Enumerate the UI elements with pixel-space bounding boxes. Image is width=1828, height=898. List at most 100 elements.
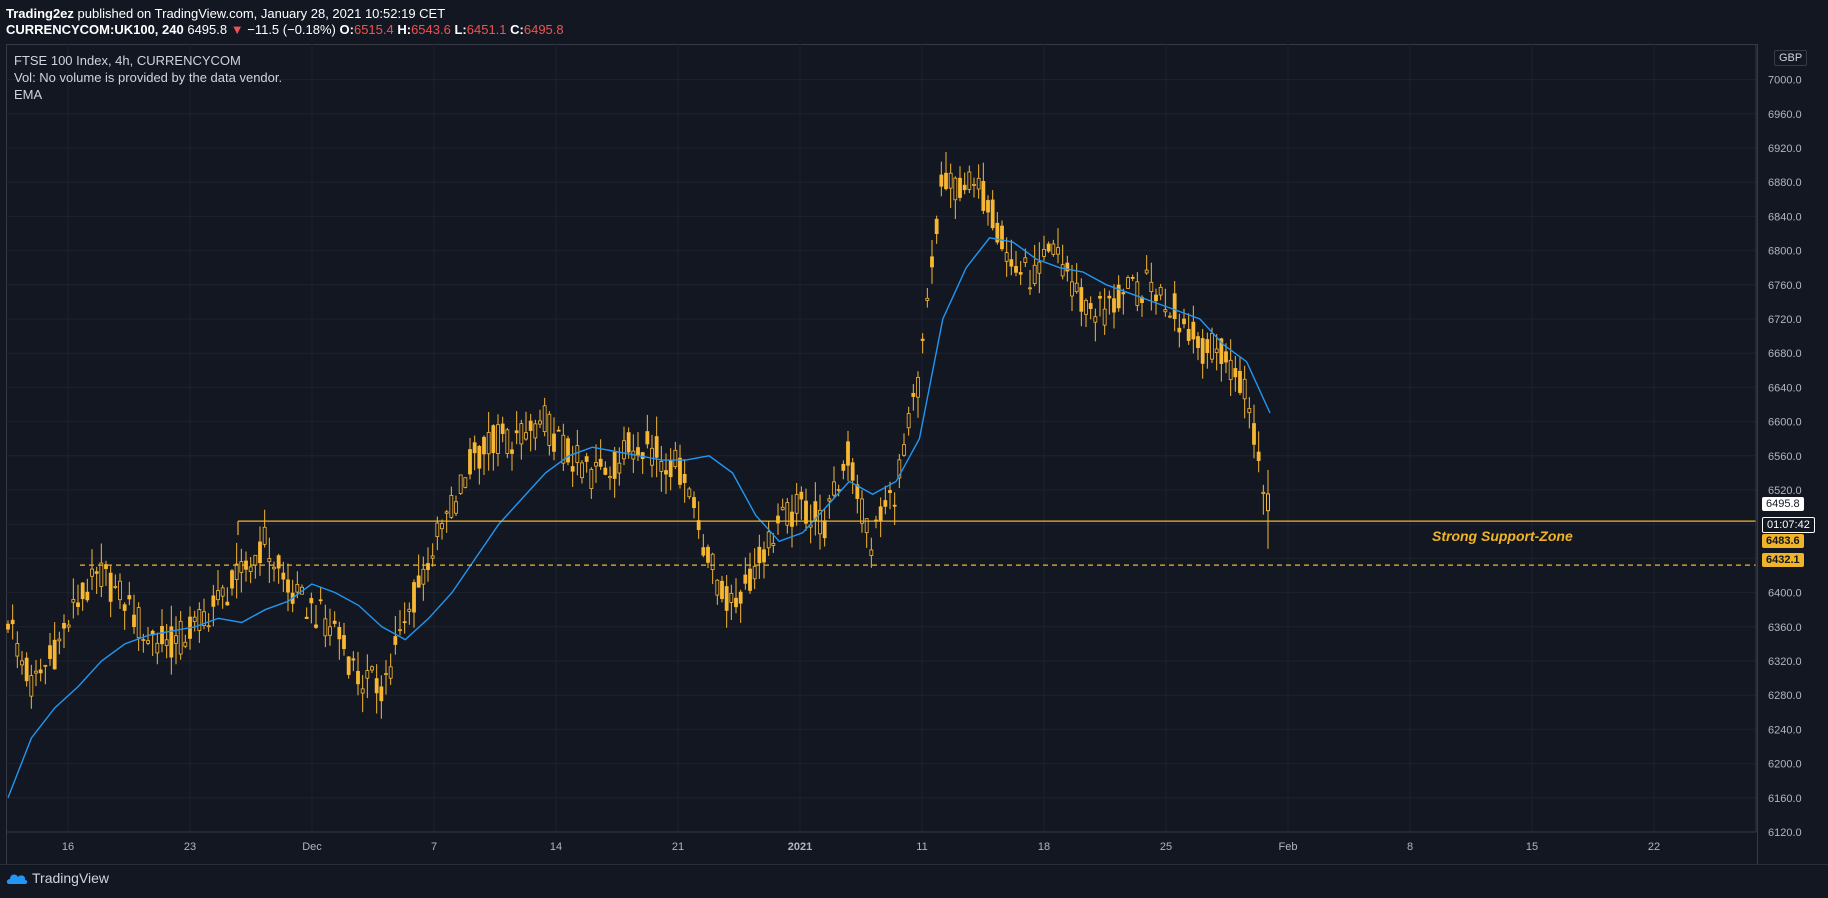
- candle-body: [155, 642, 160, 654]
- y-tick-label: 6680.0: [1768, 348, 1802, 360]
- down-arrow-icon: ▼: [230, 22, 244, 37]
- countdown-tag: 01:07:42: [1762, 517, 1815, 533]
- candle-body: [850, 462, 855, 481]
- candle-body: [1228, 359, 1233, 381]
- candle-body: [267, 558, 272, 563]
- candle-body: [692, 497, 696, 508]
- candle-body: [52, 639, 57, 670]
- candle-body: [524, 432, 528, 440]
- candle-body: [780, 506, 785, 511]
- candle-body: [1266, 493, 1270, 512]
- candle-body: [211, 595, 216, 607]
- candle-body: [71, 599, 76, 603]
- candle-body: [1144, 269, 1149, 274]
- candle-body: [314, 624, 318, 628]
- candle-body: [258, 541, 262, 564]
- candle-body: [342, 635, 346, 649]
- candle-body: [762, 549, 766, 563]
- candle-body: [118, 580, 122, 601]
- cloud-icon: [6, 874, 28, 884]
- y-tick-label: 6160.0: [1768, 793, 1802, 805]
- header-bar: Trading2ez published on TradingView.com,…: [0, 0, 1828, 40]
- candle-body: [664, 470, 668, 475]
- candle-body: [734, 597, 738, 608]
- currency-badge[interactable]: GBP: [1774, 50, 1808, 66]
- y-tick-label: 6720.0: [1768, 314, 1802, 326]
- candle-body: [580, 462, 584, 479]
- tradingview-logo[interactable]: TradingView: [6, 870, 109, 886]
- candle-body: [398, 629, 402, 632]
- candle-body: [752, 565, 757, 580]
- candle-body: [127, 595, 132, 600]
- candle-body: [720, 580, 724, 600]
- x-tick-label: Dec: [302, 841, 322, 853]
- candle-body: [1163, 309, 1168, 313]
- candle-body: [930, 256, 934, 268]
- ema-path: [7, 237, 1271, 799]
- candle-body: [967, 171, 972, 190]
- symbol-label[interactable]: CURRENCYCOM:UK100, 240: [6, 22, 184, 37]
- legend-ema[interactable]: EMA: [14, 87, 43, 102]
- candle-body: [822, 520, 827, 539]
- candle-body: [295, 583, 300, 593]
- candle-body: [356, 670, 360, 685]
- legend-title[interactable]: FTSE 100 Index, 4h, CURRENCYCOM: [14, 53, 241, 68]
- candle-body: [435, 522, 440, 538]
- brand-name: TradingView: [32, 870, 110, 886]
- candle-body: [1084, 300, 1088, 315]
- candle-body: [897, 459, 902, 479]
- candle-body: [491, 425, 496, 454]
- candle-body: [1014, 266, 1018, 273]
- candle-body: [706, 546, 710, 563]
- chart-panel[interactable]: [6, 44, 1758, 884]
- candle-body: [472, 442, 477, 454]
- candle-body: [598, 458, 603, 467]
- footer-bar: [0, 864, 1828, 898]
- candle-body: [183, 641, 188, 647]
- candle-body: [38, 669, 43, 674]
- candle-body: [948, 172, 953, 189]
- candle-body: [160, 626, 164, 645]
- candle-body: [510, 449, 514, 454]
- candle-body: [804, 500, 808, 524]
- candle-body: [505, 429, 510, 454]
- support-lines: [80, 520, 1756, 566]
- candle-body: [416, 575, 421, 588]
- candle-body: [902, 444, 906, 456]
- candle-body: [771, 542, 776, 546]
- y-tick-label: 6640.0: [1768, 382, 1802, 394]
- candle-body: [146, 640, 150, 644]
- candle-body: [430, 555, 435, 559]
- y-tick-label: 6320.0: [1768, 656, 1802, 668]
- x-tick-label: 16: [62, 841, 74, 853]
- candle-body: [421, 568, 426, 585]
- candle-body: [1112, 298, 1116, 313]
- candle-body: [995, 222, 1000, 243]
- candle-body: [454, 501, 458, 514]
- candle-body: [1070, 281, 1074, 297]
- y-tick-label: 6840.0: [1768, 211, 1802, 223]
- x-tick-label: 11: [916, 841, 927, 853]
- candle-body: [1126, 277, 1130, 289]
- support-annotation[interactable]: Strong Support-Zone: [1432, 528, 1573, 544]
- high-value: 6543.6: [411, 22, 451, 37]
- candle-body: [612, 451, 617, 479]
- candle-body: [309, 598, 314, 604]
- candle-body: [94, 571, 99, 574]
- candle-body: [860, 498, 864, 524]
- candle-body: [197, 609, 202, 631]
- candle-body: [832, 481, 836, 496]
- publish-info: published on TradingView.com, January 28…: [77, 6, 446, 21]
- x-tick-label: 14: [550, 841, 562, 853]
- candle-body: [1032, 264, 1037, 284]
- candle-body: [20, 660, 24, 666]
- candle-body: [1065, 262, 1070, 272]
- y-tick-label: 7000.0: [1768, 75, 1802, 87]
- candle-body: [220, 587, 225, 597]
- candle-body: [556, 429, 561, 432]
- support-upper-tag: 6483.6: [1762, 534, 1804, 548]
- author-name[interactable]: Trading2ez: [6, 6, 74, 21]
- candle-body: [976, 177, 981, 190]
- candle-body: [701, 547, 706, 556]
